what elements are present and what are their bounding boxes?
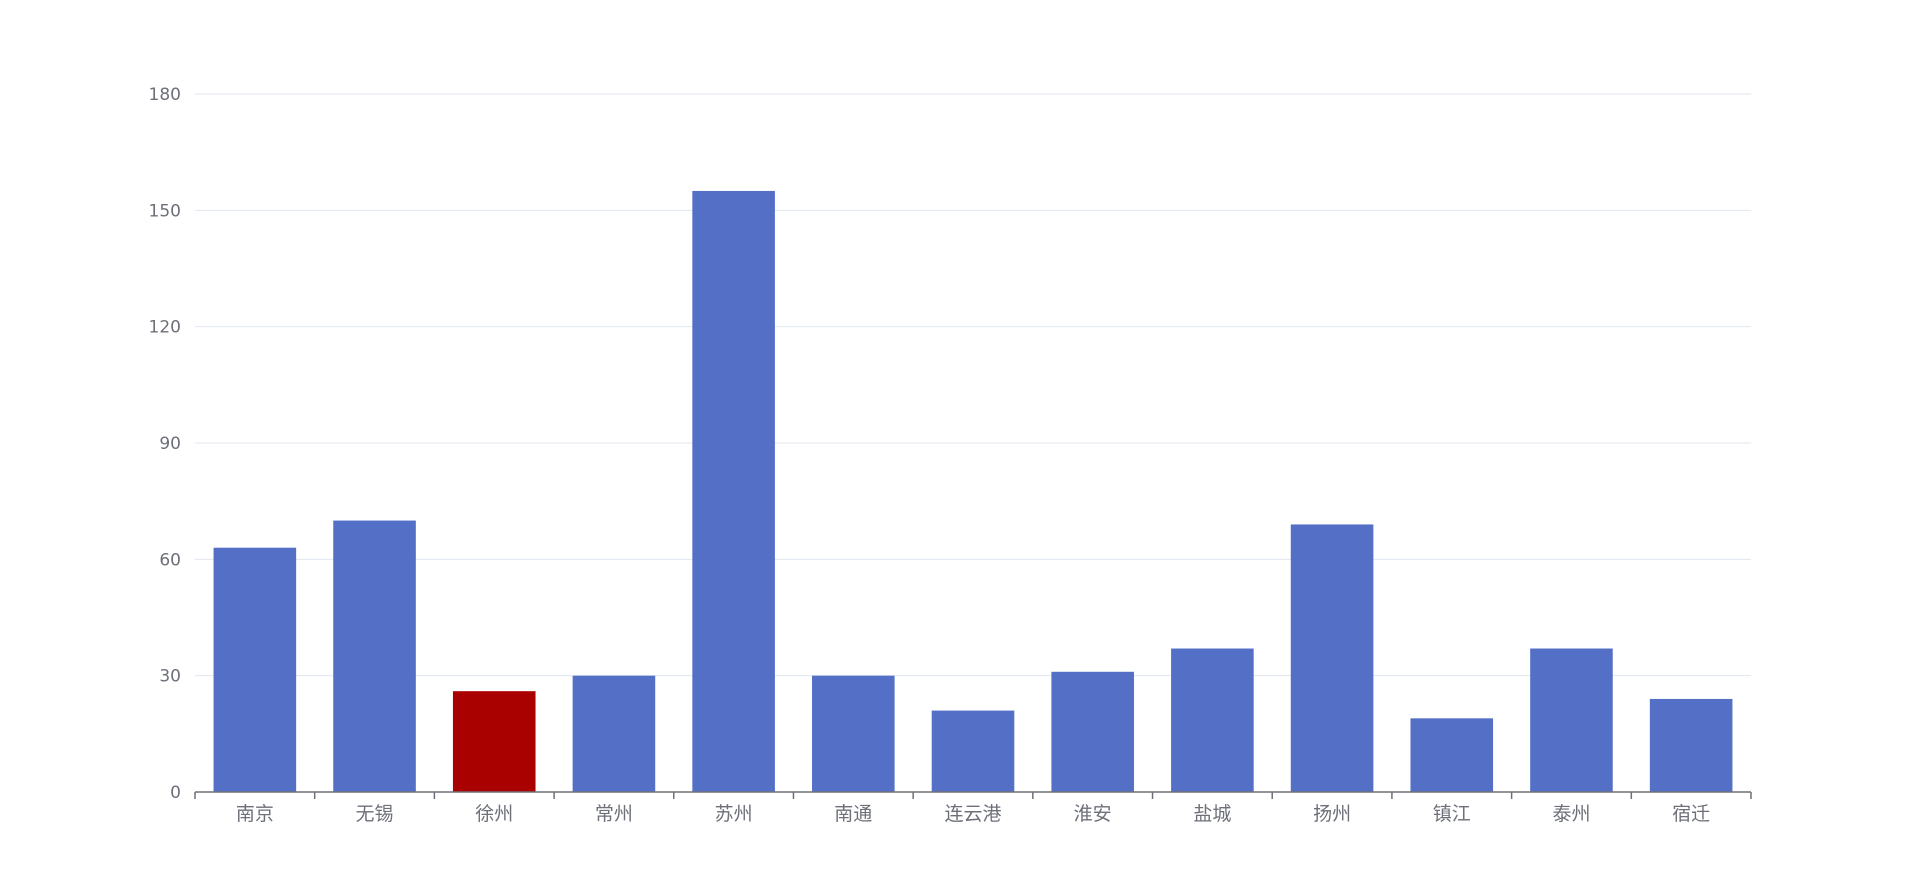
bar-3[interactable] <box>452 691 536 792</box>
bar-2[interactable] <box>333 520 416 792</box>
x-tick-label: 无锡 <box>356 803 394 825</box>
y-tick-label: 60 <box>159 550 181 570</box>
x-tick-label: 南京 <box>236 803 274 825</box>
y-tick-label: 0 <box>170 783 181 803</box>
axes <box>194 791 1752 799</box>
x-tick-label: 宿迁 <box>1672 803 1710 825</box>
x-tick-label: 盐城 <box>1193 803 1231 825</box>
y-tick-label: 150 <box>149 201 181 221</box>
axis-labels: 0 30 60 90 120 150 180 南京 无锡 徐州 常州 苏州 南通 连云港 淮安 盐城 扬州 镇江 泰… <box>149 85 1711 825</box>
bar-13[interactable] <box>1649 698 1733 792</box>
x-tick-label: 徐州 <box>475 803 513 825</box>
x-tick-label: 镇江 <box>1433 803 1471 825</box>
bar-1[interactable] <box>213 547 297 792</box>
bars <box>213 190 1733 792</box>
bar-5[interactable] <box>692 190 775 792</box>
bar-6[interactable] <box>812 675 895 792</box>
x-tick-label: 常州 <box>595 803 633 825</box>
x-tick-label: 苏州 <box>715 803 753 825</box>
bar-7[interactable] <box>931 710 1015 792</box>
y-tick-label: 120 <box>149 318 181 338</box>
x-tick-label: 泰州 <box>1552 803 1590 825</box>
y-tick-label: 180 <box>149 85 181 105</box>
bar-4[interactable] <box>572 675 656 792</box>
y-tick-label: 30 <box>159 667 181 687</box>
bar-8[interactable] <box>1051 671 1134 792</box>
bar-11[interactable] <box>1410 718 1494 792</box>
x-tick-label: 南通 <box>834 803 872 825</box>
x-tick-label: 扬州 <box>1313 803 1351 825</box>
bar-9[interactable] <box>1171 648 1254 792</box>
x-tick-label: 淮安 <box>1074 803 1112 825</box>
bar-12[interactable] <box>1530 648 1613 792</box>
gridlines <box>195 93 1751 677</box>
bar-10[interactable] <box>1290 524 1374 792</box>
x-tick-label: 连云港 <box>944 803 1001 825</box>
y-tick-label: 90 <box>159 434 181 454</box>
